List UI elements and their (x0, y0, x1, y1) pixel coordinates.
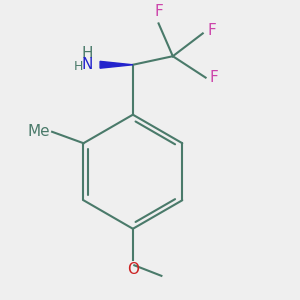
Text: H: H (82, 46, 93, 62)
Text: F: F (154, 4, 163, 19)
Polygon shape (100, 61, 133, 68)
Text: F: F (207, 23, 216, 38)
Text: N: N (82, 57, 93, 72)
Text: Me: Me (27, 124, 50, 139)
Text: O: O (127, 262, 139, 278)
Text: F: F (210, 70, 219, 85)
Text: H: H (74, 60, 83, 73)
